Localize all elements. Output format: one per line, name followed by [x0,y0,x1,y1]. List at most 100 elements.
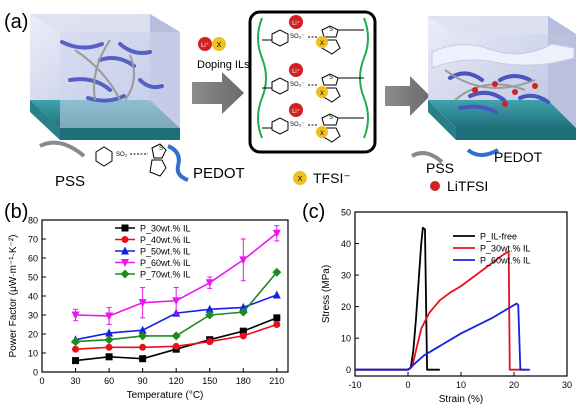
li-ion-icon [289,63,303,77]
litfsi-label: LiTFSI [447,178,488,194]
legend-label: P_60wt.% IL [480,256,531,266]
x-axis-label: Strain (%) [439,394,483,405]
pss-pedot-structure-left: SO₃ S [39,140,189,182]
x-tick-label: 20 [509,380,519,390]
legend-label: P_IL-free [480,232,517,242]
data-point [105,353,113,361]
data-point [238,307,248,317]
sulfur-label: S [329,75,333,81]
data-point [138,331,148,341]
data-point [120,269,130,279]
data-point [273,314,281,322]
x-axis-label: Temperature (°C) [127,390,204,401]
pedot-label: PEDOT [193,165,245,182]
x-tick-label: 120 [169,376,184,386]
y-tick-label: 10 [28,349,38,359]
y-tick-label: 0 [346,365,351,375]
y-tick-label: 50 [28,273,38,283]
data-point [172,342,180,350]
panel-label-b: (b) [4,201,28,223]
data-point [104,335,114,345]
x-tick-label: 0 [39,376,44,386]
data-point [105,343,113,351]
svg-text:SO₃: SO₃ [116,152,128,158]
data-point [71,337,81,347]
y-tick-label: 40 [341,239,351,249]
y-tick-label: 10 [341,334,351,344]
panel-label-a: (a) [4,11,28,33]
x-tick-label: 210 [269,376,284,386]
data-point [205,304,214,313]
data-point [273,321,281,328]
tfsi-ion-icon [316,126,328,138]
data-point [121,246,129,255]
benzene-ring [271,117,289,135]
legend-label: P_50wt.% IL [140,247,191,257]
legend-label: P_30wt.% IL [480,244,531,254]
li-ion-icon [289,103,303,117]
data-point [121,259,129,267]
data-point [272,229,281,238]
pss-label: PSS [55,173,85,190]
data-point [138,325,147,334]
x-tick-label: 30 [562,380,572,390]
data-point [239,327,247,335]
data-point [205,310,215,320]
data-point [72,357,80,365]
sulfonate-label: SO₃⁻ [290,122,304,128]
legend-label: P_60wt.% IL [140,258,191,268]
pss-label-right: PSS [426,160,454,176]
y-tick-label: 20 [28,330,38,340]
li-label: Li⁺ [292,108,300,115]
sulfonate-label: SO₃⁻ [290,82,304,88]
sulfur-label: S [329,115,333,121]
doping-label: Doping ILs [197,59,250,71]
y-tick-label: 0 [33,368,38,378]
data-point [171,331,181,341]
doping-arrow [192,72,244,114]
li-label: Li⁺ [292,68,300,75]
sulfonate-label: SO₃⁻ [290,34,304,40]
result-arrow [385,76,430,116]
sulfur-label: S [329,27,333,33]
pss-pedot-legend-right [411,148,499,191]
x-tick-label: 30 [71,376,81,386]
tfsi-ion-icon [316,36,328,48]
li-ion-icon [289,15,303,29]
y-axis-label: Stress (MPa) [321,265,332,323]
series-line [355,302,530,371]
thiophene-ring [321,113,339,126]
series-line [355,250,525,371]
thiophene-ring [321,25,339,38]
legend-label: P_70wt.% IL [140,270,191,280]
tfsi-ion-icon [316,86,328,98]
data-point [239,332,247,340]
data-point [105,328,114,337]
data-point [71,311,80,320]
svg-text:X: X [298,176,303,183]
li-ion-icon [198,37,212,51]
y-axis-label: Power Factor (μW·m⁻¹·K⁻²) [8,235,19,358]
tfsi-legend-icon [293,171,307,185]
dopant-icons: Li⁺ X [198,37,226,51]
power-factor-chart: 0 30 60 90 120 150 180 210 0 10 20 30 40 50 60 70 80 Temp… [8,216,289,401]
litfsi-icon [430,181,440,191]
pedot-label-right: PEDOT [494,149,543,165]
y-tick-label: 80 [28,216,38,226]
series-line [355,226,440,371]
tfsi-ion-icon [212,37,226,51]
data-point [138,299,147,308]
data-point [172,297,181,306]
y-tick-label: 30 [28,311,38,321]
x-tick-label: 180 [236,376,251,386]
y-tick-label: 60 [28,254,38,264]
tfsi-symbol: X [320,91,324,97]
x-tick-label: 10 [456,380,466,390]
y-tick-label: 20 [341,302,351,312]
x-tick-label: 90 [138,376,148,386]
data-point [205,279,214,288]
x-tick-label: -10 [348,380,361,390]
panel-label-c: (c) [302,201,325,223]
tfsi-symbol: X [320,41,324,47]
data-point [72,345,80,353]
